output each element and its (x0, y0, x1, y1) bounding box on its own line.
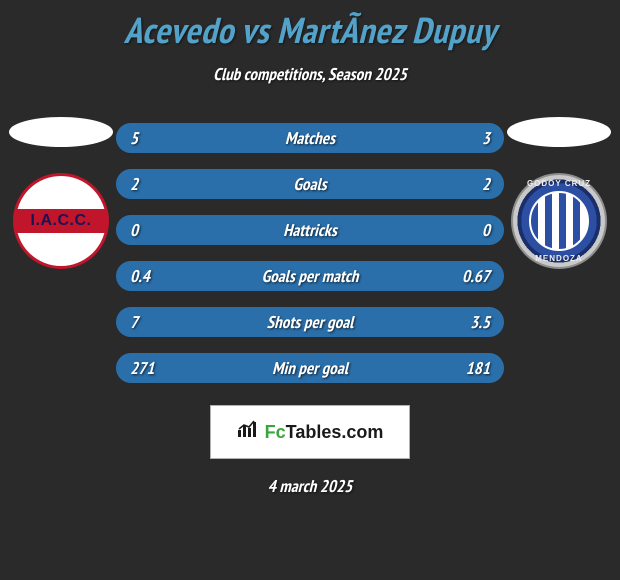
stat-value-left: 0 (130, 219, 138, 241)
left-player-column: I.A.C.C. (8, 123, 114, 269)
stat-label: Goals (116, 173, 504, 195)
player-face-left (9, 117, 113, 147)
stat-row: Goals per match0.4 0.67 (116, 261, 504, 291)
stat-value-left: 5 (130, 127, 138, 149)
stat-value-right: 3 (482, 127, 490, 149)
stat-row: Goals2 2 (116, 169, 504, 199)
stat-label: Matches (116, 127, 504, 149)
comparison-card: Acevedo vs MartÃ­nez Dupuy Club competit… (0, 0, 620, 580)
crest-text-left: I.A.C.C. (31, 212, 92, 230)
stat-value-right: 0.67 (462, 265, 490, 287)
crest-ring-bottom: MENDOZA (513, 175, 605, 267)
page-title: Acevedo vs MartÃ­nez Dupuy (0, 0, 620, 53)
stat-value-left: 7 (130, 311, 138, 333)
stat-value-right: 2 (482, 173, 490, 195)
stat-row: Shots per goal7 3.5 (116, 307, 504, 337)
snapshot-date: 4 march 2025 (0, 475, 620, 497)
team-crest-left: I.A.C.C. (13, 173, 109, 269)
stat-value-left: 2 (130, 173, 138, 195)
stat-row: Min per goal271 181 (116, 353, 504, 383)
right-player-column: GODOY CRUZ MENDOZA (506, 123, 612, 269)
stats-list: Matches5 3 Goals2 2 Hattricks0 0 Goals per mat… (114, 123, 506, 383)
stat-label: Hattricks (116, 219, 504, 241)
content-columns: I.A.C.C. Matches5 3 Goals2 2 Hattricks0 0 Goal… (0, 123, 620, 383)
source-brand-suffix: Tables.com (286, 422, 384, 442)
stat-value-left: 0.4 (130, 265, 150, 287)
stat-value-right: 181 (466, 357, 490, 379)
source-brand-prefix: Fc (265, 422, 286, 442)
stat-value-right: 0 (482, 219, 490, 241)
stat-row: Hattricks0 0 (116, 215, 504, 245)
source-brand: FcTables.com (265, 422, 384, 443)
team-crest-right: GODOY CRUZ MENDOZA (511, 173, 607, 269)
stat-row: Matches5 3 (116, 123, 504, 153)
stat-label: Shots per goal (116, 311, 504, 333)
stat-label: Goals per match (116, 265, 504, 287)
subtitle: Club competitions, Season 2025 (0, 63, 620, 85)
stat-value-left: 271 (130, 357, 154, 379)
chart-glyph-icon (237, 420, 259, 444)
player-face-right (507, 117, 611, 147)
stat-value-right: 3.5 (470, 311, 490, 333)
source-badge: FcTables.com (210, 405, 410, 459)
stat-label: Min per goal (116, 357, 504, 379)
